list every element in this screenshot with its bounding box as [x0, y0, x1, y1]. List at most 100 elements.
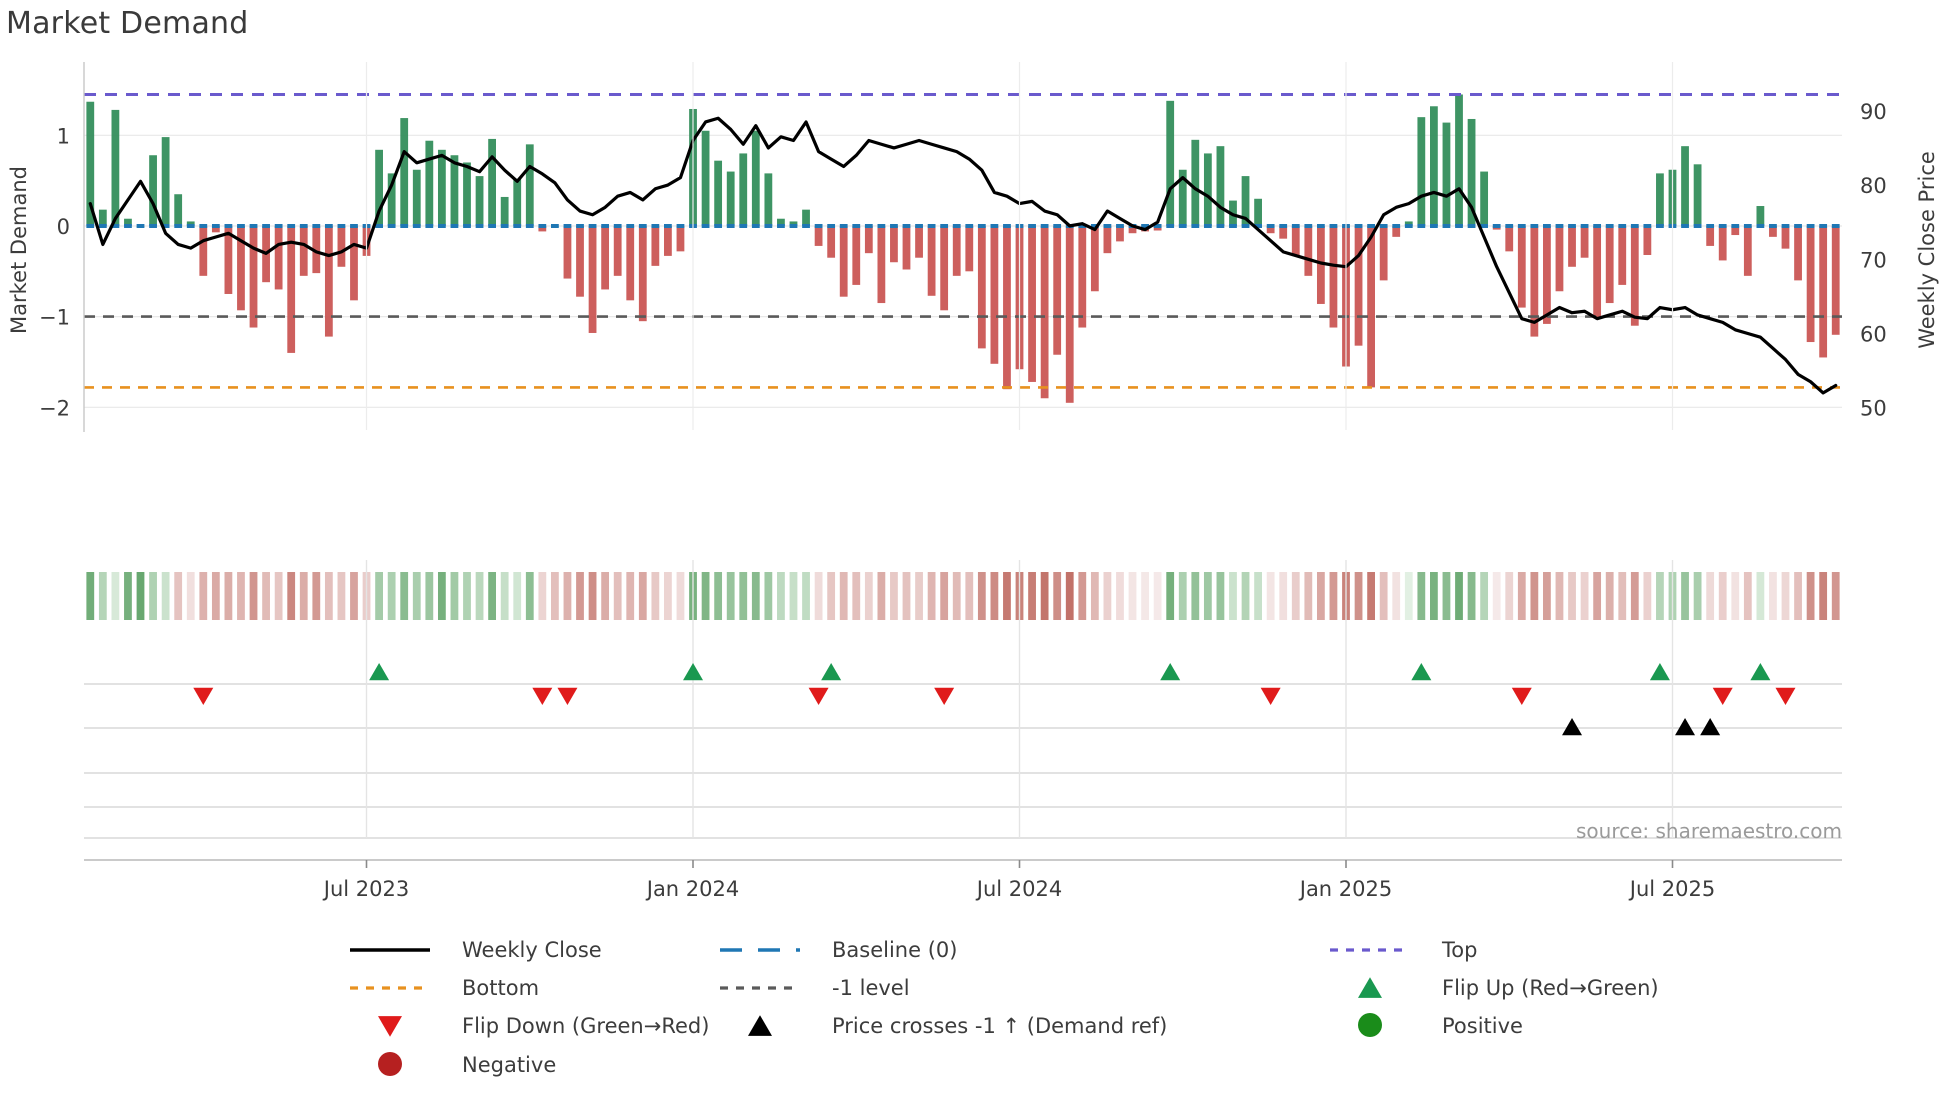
left-axis-tick-label: 0 — [57, 215, 70, 239]
demand-bar — [1455, 94, 1463, 226]
legend-item[interactable]: Bottom — [350, 976, 539, 1000]
strip-cell — [1040, 572, 1049, 620]
strip-cell — [1379, 572, 1388, 620]
strip-cell — [1316, 572, 1325, 620]
demand-bar — [1605, 225, 1614, 304]
left-axis-tick-label: −1 — [39, 306, 70, 330]
strip-cell — [1480, 572, 1489, 620]
demand-bar — [952, 225, 961, 276]
strip-cell — [525, 572, 534, 620]
demand-bar — [588, 225, 597, 333]
demand-bar — [337, 225, 346, 267]
strip-cell — [1568, 572, 1576, 620]
strip-cell — [927, 572, 936, 620]
x-axis-tick-label: Jul 2023 — [322, 877, 409, 901]
right-axis-tick-label: 90 — [1860, 100, 1887, 124]
demand-bar — [990, 225, 999, 364]
demand-bar — [1040, 225, 1049, 399]
flip-down-marker — [532, 687, 553, 705]
strip-cell — [111, 572, 120, 620]
legend-item[interactable]: Flip Down (Green→Red) — [378, 1014, 709, 1038]
legend-item[interactable]: Positive — [1358, 1013, 1523, 1038]
demand-bar — [425, 140, 434, 226]
strip-cell — [425, 572, 434, 620]
strip-cell — [124, 572, 132, 620]
strip-cell — [1505, 572, 1514, 620]
x-axis-tick-label: Jan 2024 — [645, 877, 740, 901]
right-axis-tick-label: 60 — [1860, 323, 1887, 347]
demand-bar — [437, 149, 446, 226]
demand-bar — [977, 225, 986, 349]
strip-cell — [839, 572, 848, 620]
demand-bar — [576, 225, 584, 297]
demand-bar — [1329, 225, 1338, 328]
strip-cell — [1517, 572, 1526, 620]
strip-cell — [915, 572, 923, 620]
demand-bar — [789, 221, 798, 226]
strip-cell — [1543, 572, 1551, 620]
demand-bar — [601, 225, 610, 290]
demand-bar — [827, 225, 836, 258]
strip-cell — [1731, 572, 1740, 620]
demand-bar — [149, 155, 157, 226]
flip-down-marker — [934, 687, 955, 705]
demand-bar — [1392, 225, 1401, 237]
strip-cell — [400, 572, 409, 620]
strip-cell — [1392, 572, 1401, 620]
legend-item[interactable]: Flip Up (Red→Green) — [1358, 976, 1659, 1000]
demand-bar — [940, 225, 949, 311]
demand-bar — [249, 225, 258, 328]
legend-item-label: Flip Up (Red→Green) — [1442, 976, 1659, 1000]
strip-cell — [1229, 572, 1237, 620]
flip-down-marker — [1775, 687, 1796, 705]
price-cross-marker — [1562, 718, 1583, 736]
legend-item[interactable]: Top — [1330, 938, 1477, 962]
legend-item[interactable]: Weekly Close — [350, 938, 602, 962]
flip-up-marker — [821, 663, 842, 681]
demand-bar — [1505, 225, 1514, 252]
demand-bar — [488, 138, 496, 226]
flip-down-marker — [557, 687, 578, 705]
legend-item-label: Positive — [1442, 1014, 1523, 1038]
flip-up-marker — [683, 663, 704, 681]
strip-cell — [274, 572, 283, 620]
demand-bar — [1166, 100, 1175, 226]
strip-cell — [1467, 572, 1476, 620]
demand-bar — [1028, 225, 1036, 382]
demand-bar — [450, 155, 459, 226]
demand-bar — [1806, 225, 1815, 343]
flip-down-marker — [1712, 687, 1733, 705]
demand-bar — [563, 225, 572, 279]
strip-cell — [864, 572, 873, 620]
demand-bar — [651, 225, 660, 266]
strip-cell — [1530, 572, 1539, 620]
strip-cell — [965, 572, 974, 620]
legend-item[interactable]: Baseline (0) — [720, 938, 957, 962]
left-axis-tick-label: −2 — [39, 396, 70, 420]
demand-bar — [1693, 164, 1702, 226]
demand-bar — [1618, 225, 1627, 285]
demand-bar — [1756, 206, 1765, 226]
legend-item[interactable]: Negative — [378, 1052, 556, 1077]
strip-cell — [676, 572, 685, 620]
demand-bar — [701, 130, 710, 226]
flip-down-marker — [193, 687, 214, 705]
demand-bar — [186, 221, 195, 226]
demand-bar — [1404, 221, 1413, 226]
strip-cell — [262, 572, 270, 620]
strip-cell — [1806, 572, 1815, 620]
strip-cell — [186, 572, 195, 620]
demand-bar — [1203, 153, 1212, 226]
strip-cell — [1191, 572, 1200, 620]
strip-cell — [1003, 572, 1011, 620]
legend-item[interactable]: Price crosses -1 ↑ (Demand ref) — [748, 1014, 1167, 1038]
legend-item-label: Top — [1441, 938, 1477, 962]
right-axis-tick-label: 70 — [1860, 248, 1887, 272]
demand-bar — [500, 196, 509, 226]
demand-bar — [98, 209, 107, 226]
demand-bar — [915, 225, 923, 258]
demand-bar — [237, 225, 245, 311]
legend-item[interactable]: -1 level — [720, 976, 910, 1000]
demand-bar — [864, 225, 873, 254]
